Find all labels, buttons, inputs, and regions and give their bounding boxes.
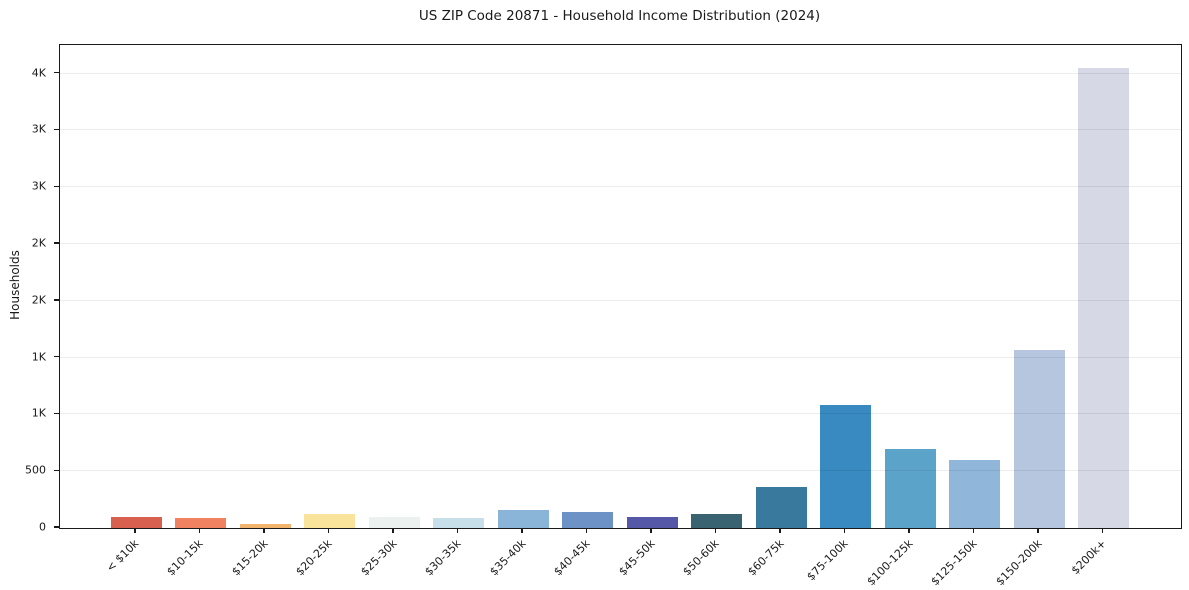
y-tick-mark bbox=[54, 469, 59, 471]
gridline-3K bbox=[60, 186, 1181, 188]
y-tick-mark bbox=[54, 242, 59, 244]
bar-$35-40k bbox=[497, 509, 549, 528]
x-tick-label-text: $40-45k bbox=[551, 537, 593, 579]
x-tick-label-text: $25-30k bbox=[357, 537, 400, 579]
bar-< $10k bbox=[110, 516, 162, 528]
bar-$150-200k bbox=[1013, 349, 1065, 528]
bar-$40-45k bbox=[562, 512, 613, 528]
y-tick-mark bbox=[54, 185, 59, 187]
x-tick-label-text: $75-100k bbox=[804, 537, 851, 584]
bar-$45-50k bbox=[626, 516, 678, 528]
y-tick-label: 2K bbox=[31, 236, 46, 250]
x-tick-mark bbox=[327, 528, 330, 534]
bar-$125-150k bbox=[949, 460, 1000, 528]
y-tick-label: 2K bbox=[31, 293, 46, 307]
gridline-3K bbox=[60, 129, 1181, 131]
x-tick-label-text: $10-15k bbox=[164, 537, 206, 579]
x-tick-mark bbox=[134, 528, 136, 534]
y-tick-mark bbox=[54, 71, 59, 74]
bar-$60-75k bbox=[755, 486, 807, 528]
x-tick-label-text: $20-25k bbox=[293, 537, 335, 579]
x-tick-label-text: $100-125k bbox=[864, 537, 916, 589]
gridline-2K bbox=[60, 243, 1181, 245]
x-tick-label-text: $200k+ bbox=[1068, 537, 1109, 578]
y-tick-mark bbox=[54, 299, 59, 301]
bar-$50-60k bbox=[691, 514, 742, 528]
x-tick-mark bbox=[843, 528, 846, 534]
x-tick-mark bbox=[1101, 528, 1104, 534]
x-tick-mark bbox=[198, 528, 201, 534]
y-tick-label: 4K bbox=[31, 66, 46, 80]
gridline-1K bbox=[60, 413, 1181, 415]
bar-$20-25k bbox=[304, 514, 355, 528]
x-tick-mark bbox=[392, 528, 394, 534]
bar-$25-30k bbox=[368, 516, 420, 528]
gridline-1K bbox=[60, 356, 1181, 358]
chart-title: US ZIP Code 20871 - Household Income Dis… bbox=[418, 8, 821, 24]
x-tick-label-text: $50-60k bbox=[680, 537, 722, 579]
x-tick-label-text: $125-150k bbox=[928, 537, 980, 589]
bar-$15-20k bbox=[239, 524, 291, 528]
bar-$30-35k bbox=[433, 518, 484, 528]
gridline-500 bbox=[60, 470, 1181, 472]
bar-$200k+ bbox=[1078, 67, 1129, 528]
x-tick-mark bbox=[1037, 528, 1039, 534]
x-tick-mark bbox=[650, 528, 652, 534]
y-tick-label: 500 bbox=[25, 463, 46, 477]
bar-$100-125k bbox=[884, 448, 936, 528]
x-tick-label-text: $60-75k bbox=[744, 537, 787, 579]
x-tick-mark bbox=[714, 528, 717, 534]
y-tick-label: 3K bbox=[31, 122, 46, 136]
gridline-4K bbox=[60, 72, 1181, 74]
x-tick-mark bbox=[456, 528, 459, 534]
x-tick-label-text: $15-20k bbox=[228, 537, 271, 579]
y-tick-label: 3K bbox=[31, 179, 46, 193]
y-tick-mark bbox=[54, 412, 59, 415]
x-tick-label-text: $30-35k bbox=[422, 537, 464, 579]
y-tick-label: 1K bbox=[31, 406, 46, 420]
y-tick-label: 1K bbox=[31, 350, 46, 364]
bar-$10-15k bbox=[175, 518, 226, 528]
x-tick-label-text: $45-50k bbox=[615, 537, 658, 579]
x-tick-mark bbox=[972, 528, 975, 534]
x-tick-label-text: $35-40k bbox=[486, 537, 529, 579]
y-tick-mark bbox=[54, 128, 59, 131]
bar-$75-100k bbox=[820, 405, 871, 528]
y-tick-mark bbox=[54, 355, 59, 358]
plot-area bbox=[59, 44, 1182, 529]
x-tick-label-text: $150-200k bbox=[993, 537, 1045, 589]
x-tick-mark bbox=[263, 528, 265, 534]
x-tick-mark bbox=[521, 528, 523, 534]
y-axis-title: Households bbox=[8, 250, 22, 320]
gridline-2K bbox=[60, 299, 1181, 301]
x-tick-mark bbox=[908, 528, 910, 534]
x-tick-label-text: < $10k bbox=[103, 537, 142, 575]
x-tick-mark bbox=[779, 528, 781, 534]
y-tick-label: 0 bbox=[39, 520, 46, 534]
x-tick-mark bbox=[585, 528, 588, 534]
y-tick-mark bbox=[54, 526, 59, 528]
